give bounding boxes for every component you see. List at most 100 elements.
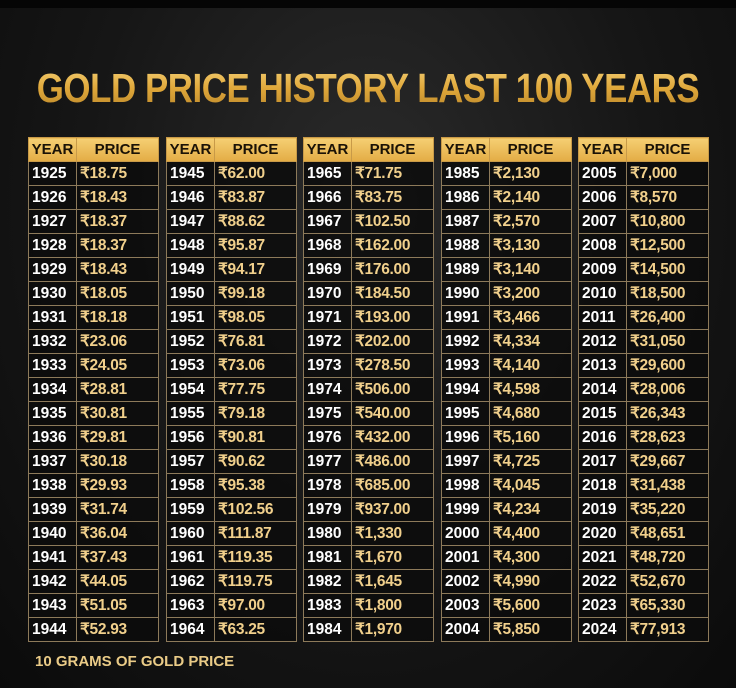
price-column-header: PRICE — [626, 137, 709, 162]
price-cell: ₹4,680 — [489, 401, 572, 426]
price-cell: ₹540.00 — [351, 401, 434, 426]
year-cell: 1945 — [166, 161, 215, 186]
year-cell: 1969 — [303, 257, 352, 282]
price-cell: ₹52,670 — [626, 569, 709, 594]
table-row: 1988 ₹3,130 — [441, 233, 572, 258]
table-row: 1969 ₹176.00 — [303, 257, 434, 282]
price-column-header: PRICE — [351, 137, 434, 162]
table-row: 2024 ₹77,913 — [578, 617, 709, 642]
price-cell: ₹97.00 — [214, 593, 297, 618]
price-cell: ₹83.75 — [351, 185, 434, 210]
price-cell: ₹1,670 — [351, 545, 434, 570]
price-cell: ₹432.00 — [351, 425, 434, 450]
year-cell: 1935 — [28, 401, 77, 426]
price-cell: ₹1,970 — [351, 617, 434, 642]
table-row: 1934 ₹28.81 — [28, 377, 159, 402]
price-cell: ₹4,334 — [489, 329, 572, 354]
price-cell: ₹4,234 — [489, 497, 572, 522]
table-row: 1959 ₹102.56 — [166, 497, 297, 522]
table-row: 2013 ₹29,600 — [578, 353, 709, 378]
year-column-header: YEAR — [166, 137, 215, 162]
year-column-header: YEAR — [578, 137, 627, 162]
price-cell: ₹4,598 — [489, 377, 572, 402]
year-cell: 2012 — [578, 329, 627, 354]
table-row: 1946 ₹83.87 — [166, 185, 297, 210]
table-row: 1939 ₹31.74 — [28, 497, 159, 522]
table-row: 1984 ₹1,970 — [303, 617, 434, 642]
table-row: 2000 ₹4,400 — [441, 521, 572, 546]
price-cell: ₹62.00 — [214, 161, 297, 186]
year-cell: 1951 — [166, 305, 215, 330]
table-row: 1971 ₹193.00 — [303, 305, 434, 330]
price-cell: ₹73.06 — [214, 353, 297, 378]
year-cell: 1971 — [303, 305, 352, 330]
table-row: 1944 ₹52.93 — [28, 617, 159, 642]
table-row: 1953 ₹73.06 — [166, 353, 297, 378]
price-cell: ₹18,500 — [626, 281, 709, 306]
price-cell: ₹63.25 — [214, 617, 297, 642]
price-cell: ₹193.00 — [351, 305, 434, 330]
table-row: 1925 ₹18.75 — [28, 161, 159, 186]
price-table: YEAR PRICE 2005 ₹7,000 2006 ₹8,570 2007 ₹10,800… — [578, 137, 709, 642]
year-cell: 2008 — [578, 233, 627, 258]
price-cell: ₹18.43 — [76, 185, 159, 210]
table-row: 1940 ₹36.04 — [28, 521, 159, 546]
table-header-row: YEAR PRICE — [303, 137, 434, 162]
year-cell: 2023 — [578, 593, 627, 618]
price-cell: ₹3,466 — [489, 305, 572, 330]
year-cell: 1998 — [441, 473, 490, 498]
price-cell: ₹5,160 — [489, 425, 572, 450]
year-cell: 1993 — [441, 353, 490, 378]
table-row: 1928 ₹18.37 — [28, 233, 159, 258]
table-row: 1995 ₹4,680 — [441, 401, 572, 426]
price-cell: ₹83.87 — [214, 185, 297, 210]
year-cell: 1992 — [441, 329, 490, 354]
table-row: 1932 ₹23.06 — [28, 329, 159, 354]
price-cell: ₹65,330 — [626, 593, 709, 618]
year-cell: 1938 — [28, 473, 77, 498]
price-cell: ₹18.75 — [76, 161, 159, 186]
year-cell: 1954 — [166, 377, 215, 402]
year-cell: 2022 — [578, 569, 627, 594]
table-row: 1943 ₹51.05 — [28, 593, 159, 618]
year-column-header: YEAR — [303, 137, 352, 162]
table-row: 2007 ₹10,800 — [578, 209, 709, 234]
price-cell: ₹119.35 — [214, 545, 297, 570]
year-cell: 1940 — [28, 521, 77, 546]
year-cell: 1961 — [166, 545, 215, 570]
table-row: 1973 ₹278.50 — [303, 353, 434, 378]
table-row: 1964 ₹63.25 — [166, 617, 297, 642]
price-table: YEAR PRICE 1985 ₹2,130 1986 ₹2,140 1987 ₹2,570 1… — [441, 137, 572, 642]
table-row: 1986 ₹2,140 — [441, 185, 572, 210]
table-row: 1970 ₹184.50 — [303, 281, 434, 306]
table-row: 2008 ₹12,500 — [578, 233, 709, 258]
year-cell: 1978 — [303, 473, 352, 498]
price-cell: ₹26,343 — [626, 401, 709, 426]
table-row: 2016 ₹28,623 — [578, 425, 709, 450]
year-cell: 1966 — [303, 185, 352, 210]
price-cell: ₹2,570 — [489, 209, 572, 234]
year-cell: 1950 — [166, 281, 215, 306]
table-row: 1948 ₹95.87 — [166, 233, 297, 258]
year-cell: 1947 — [166, 209, 215, 234]
table-row: 2001 ₹4,300 — [441, 545, 572, 570]
year-cell: 1988 — [441, 233, 490, 258]
table-row: 1926 ₹18.43 — [28, 185, 159, 210]
table-row: 1956 ₹90.81 — [166, 425, 297, 450]
table-row: 1962 ₹119.75 — [166, 569, 297, 594]
table-row: 1980 ₹1,330 — [303, 521, 434, 546]
year-cell: 1958 — [166, 473, 215, 498]
year-cell: 2002 — [441, 569, 490, 594]
year-cell: 1984 — [303, 617, 352, 642]
year-cell: 2019 — [578, 497, 627, 522]
price-cell: ₹71.75 — [351, 161, 434, 186]
table-row: 1957 ₹90.62 — [166, 449, 297, 474]
table-row: 1935 ₹30.81 — [28, 401, 159, 426]
price-cell: ₹111.87 — [214, 521, 297, 546]
table-row: 1990 ₹3,200 — [441, 281, 572, 306]
year-cell: 1991 — [441, 305, 490, 330]
price-cell: ₹5,850 — [489, 617, 572, 642]
table-row: 1929 ₹18.43 — [28, 257, 159, 282]
year-cell: 1963 — [166, 593, 215, 618]
table-row: 1952 ₹76.81 — [166, 329, 297, 354]
